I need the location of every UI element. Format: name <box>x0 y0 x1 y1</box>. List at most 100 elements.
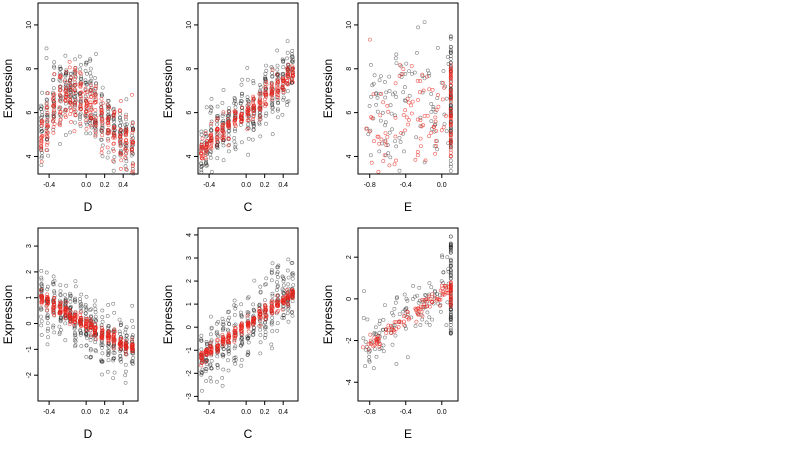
data-point <box>52 60 57 65</box>
data-point <box>199 132 204 137</box>
data-point <box>275 321 280 326</box>
data-point <box>73 325 77 330</box>
x-tick-label: 0.0 <box>241 409 251 416</box>
data-point <box>448 63 453 68</box>
data-point <box>88 308 92 313</box>
data-point <box>441 270 446 275</box>
data-point <box>415 153 420 158</box>
data-point <box>382 335 387 340</box>
data-point <box>130 335 135 340</box>
data-point <box>118 127 123 132</box>
x-tick-label: 0.4 <box>118 409 128 416</box>
data-point <box>111 376 116 381</box>
data-point <box>78 76 83 81</box>
data-point <box>111 147 116 152</box>
data-point <box>214 321 219 326</box>
data-point <box>129 147 134 152</box>
data-point <box>263 326 267 331</box>
data-point <box>63 316 68 321</box>
data-point <box>99 150 104 155</box>
y-tick-label: 6 <box>186 111 193 115</box>
data-point <box>257 83 262 87</box>
data-point <box>233 111 238 116</box>
data-point <box>106 98 110 103</box>
data-point <box>448 71 453 76</box>
data-point <box>208 104 213 109</box>
data-point <box>448 330 453 335</box>
data-point <box>209 144 214 149</box>
data-point <box>84 105 88 110</box>
data-point <box>448 49 453 54</box>
data-point <box>390 92 395 97</box>
data-point <box>263 314 268 319</box>
y-tick-label: 2 <box>346 255 353 259</box>
data-point <box>393 134 398 139</box>
data-point <box>118 134 122 139</box>
data-point <box>281 71 286 76</box>
data-point <box>251 98 255 103</box>
data-point <box>130 343 135 348</box>
data-point <box>384 90 389 95</box>
data-point <box>274 92 279 97</box>
data-point <box>67 94 72 98</box>
data-point <box>94 100 99 104</box>
data-point <box>394 95 399 99</box>
data-point <box>290 273 295 277</box>
data-point <box>226 309 231 314</box>
data-point <box>106 325 110 330</box>
data-point <box>251 101 256 105</box>
data-point <box>45 342 50 347</box>
data-point <box>111 358 116 363</box>
data-point <box>264 68 269 73</box>
data-point <box>367 129 372 134</box>
data-point <box>88 325 93 330</box>
x-tick-label: -0.4 <box>43 182 55 189</box>
data-point <box>216 334 221 339</box>
data-point <box>99 147 104 152</box>
data-point <box>84 331 88 336</box>
data-point <box>85 122 89 127</box>
data-point <box>118 132 123 137</box>
data-point <box>246 320 251 325</box>
data-point <box>40 299 45 304</box>
data-point <box>45 137 49 142</box>
data-point <box>51 323 56 328</box>
data-point <box>290 299 295 304</box>
data-point <box>378 118 383 123</box>
y-tick-label: 6 <box>26 111 33 115</box>
data-point <box>232 119 237 124</box>
data-point <box>214 128 219 133</box>
data-point <box>263 79 268 83</box>
data-point <box>221 343 226 348</box>
data-point <box>402 319 406 324</box>
data-point <box>39 277 44 282</box>
data-point <box>246 112 251 116</box>
data-point <box>57 105 62 110</box>
data-point <box>264 90 269 95</box>
data-point <box>245 77 250 82</box>
data-point <box>111 131 116 136</box>
plot-frame <box>357 2 459 175</box>
data-point <box>258 340 263 345</box>
data-point <box>402 292 407 297</box>
data-point <box>111 301 116 306</box>
data-point <box>51 96 55 101</box>
x-tick-label: 0.4 <box>278 182 288 189</box>
y-tick-label: -3 <box>186 393 193 399</box>
data-point <box>100 117 105 122</box>
data-point <box>204 105 209 110</box>
data-point <box>257 122 262 127</box>
data-point <box>232 334 237 338</box>
data-point <box>383 131 388 136</box>
data-point <box>221 122 226 127</box>
data-point <box>64 90 69 95</box>
data-point <box>123 330 128 335</box>
data-point <box>44 148 49 153</box>
data-point <box>246 136 251 141</box>
data-point <box>448 289 453 294</box>
series-black <box>199 39 296 175</box>
data-point <box>45 135 50 140</box>
data-point <box>199 333 204 338</box>
x-tick-label: -0.4 <box>43 409 55 416</box>
data-point <box>215 379 219 384</box>
